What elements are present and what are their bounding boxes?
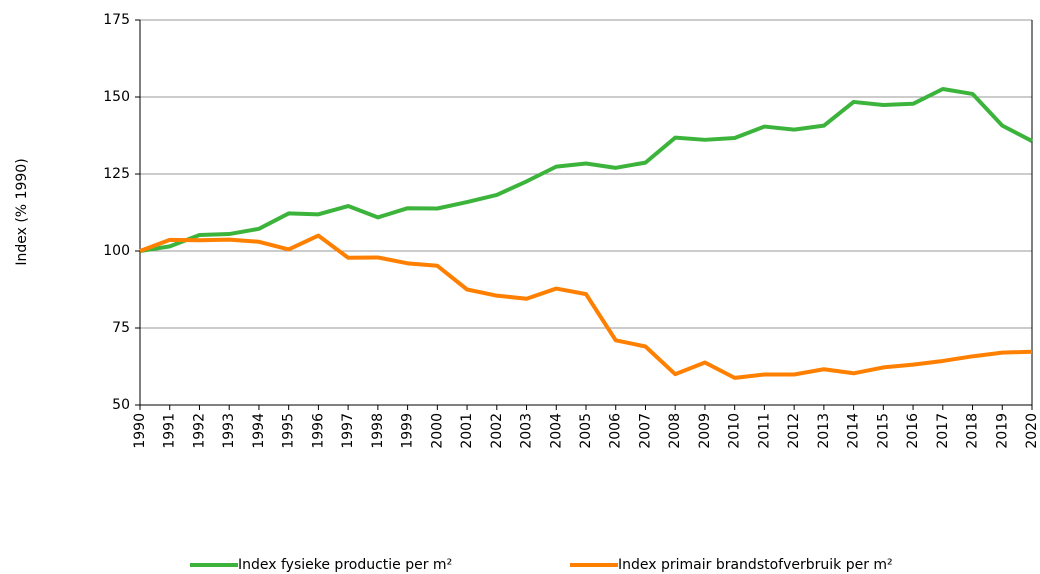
x-tick-label: 2015 [875, 413, 891, 449]
x-tick-label: 2011 [756, 413, 772, 449]
x-tick-label: 2014 [846, 413, 862, 449]
data-line [139, 233, 1033, 380]
x-tick-label: 2012 [786, 413, 802, 449]
y-tick-label: 150 [103, 89, 130, 105]
y-tick-label: 50 [112, 397, 130, 413]
x-tick-label: 2001 [459, 413, 475, 449]
x-tick-label: 2010 [727, 413, 743, 449]
x-tick-label: 2016 [905, 413, 921, 449]
y-tick-label: 175 [103, 12, 130, 28]
x-tick-label: 1997 [340, 413, 356, 449]
x-tick-label: 2005 [578, 413, 594, 449]
x-tick-label: 2019 [994, 413, 1010, 449]
x-tick-label: 2002 [489, 413, 505, 449]
x-tick-label: 1996 [310, 413, 326, 449]
x-tick-label: 2006 [608, 413, 624, 449]
x-tick-label: 2003 [519, 413, 535, 449]
x-tick-label: 2000 [429, 413, 445, 449]
data-line [139, 86, 1033, 253]
x-tick-label: 1995 [281, 413, 297, 449]
legend-label: Index fysieke productie per m² [238, 557, 452, 573]
x-tick-label: 2008 [667, 413, 683, 449]
y-tick-label: 125 [103, 166, 130, 182]
x-tick-label: 2018 [965, 413, 981, 449]
x-tick-label: 1999 [400, 413, 416, 449]
x-tick-label: 1998 [370, 413, 386, 449]
y-tick-label: 100 [103, 243, 130, 259]
x-tick-label: 2017 [935, 413, 951, 449]
x-tick-label: 2007 [637, 413, 653, 449]
x-tick-label: 2009 [697, 413, 713, 449]
legend-label: Index primair brandstofverbruik per m² [618, 557, 893, 573]
y-tick-label: 75 [112, 320, 130, 336]
x-tick-label: 2013 [816, 413, 832, 449]
x-tick-label: 2004 [548, 413, 564, 449]
x-tick-label: 2020 [1024, 413, 1040, 449]
x-tick-label: 1991 [162, 413, 178, 449]
x-tick-label: 1993 [221, 413, 237, 449]
y-axis-label: Index (% 1990) [14, 158, 30, 265]
x-tick-label: 1994 [251, 413, 267, 449]
x-tick-label: 1990 [132, 413, 148, 449]
x-tick-label: 1992 [191, 413, 207, 449]
